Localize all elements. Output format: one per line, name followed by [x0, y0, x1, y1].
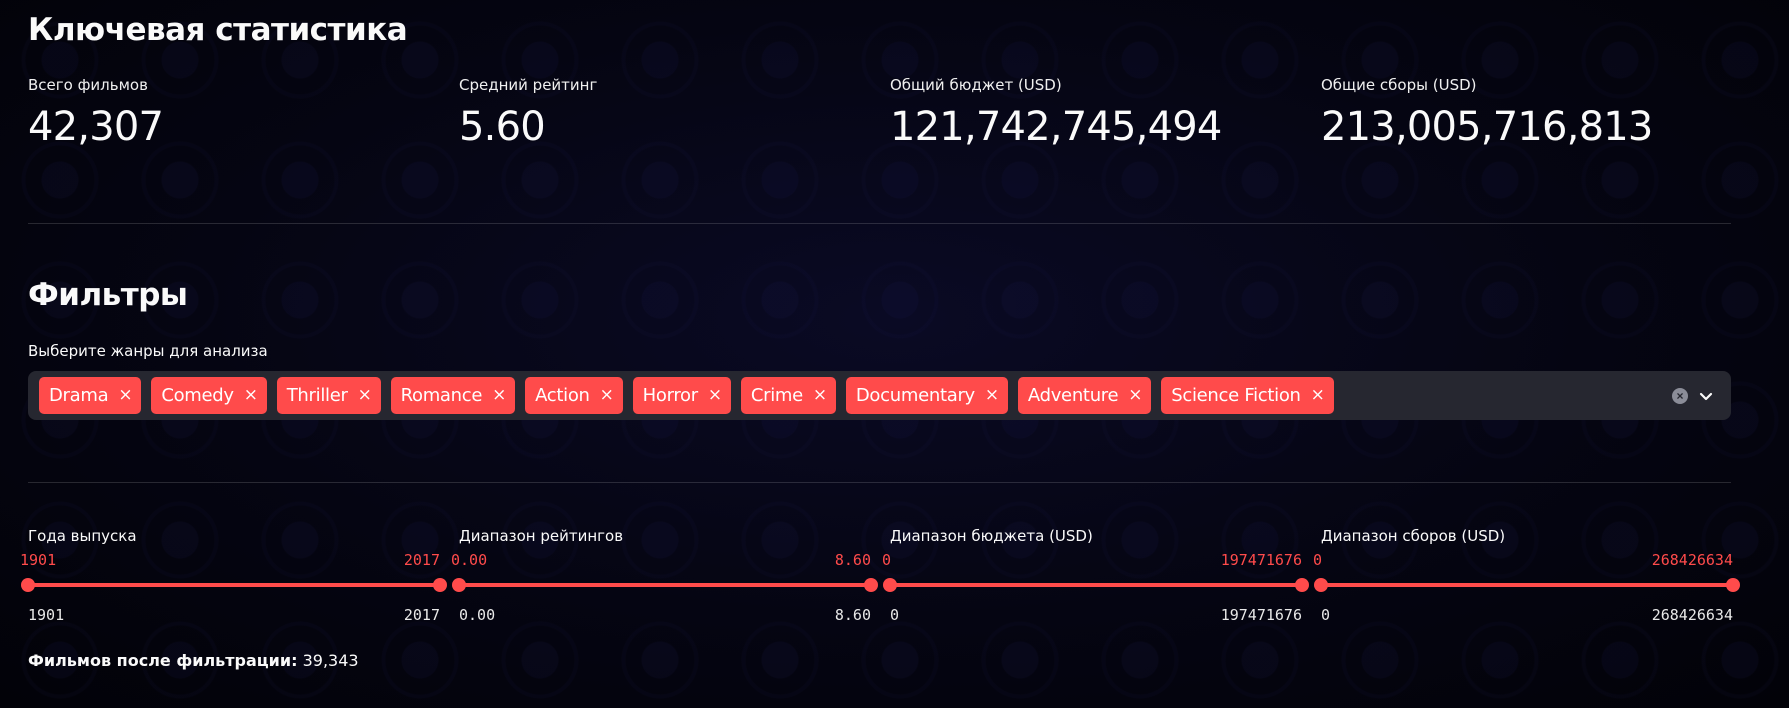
metric-average-rating: Средний рейтинг 5.60 [459, 76, 890, 149]
slider-max-label: 8.60 [834, 606, 871, 624]
genre-chip-label: Documentary [855, 385, 975, 406]
remove-chip-icon[interactable]: × [243, 385, 258, 405]
chevron-down-icon[interactable] [1698, 388, 1714, 404]
remove-chip-icon[interactable]: × [707, 385, 722, 405]
multiselect-controls: × [1672, 387, 1714, 404]
genre-chip: Action × [525, 377, 623, 414]
metric-value: 213,005,716,813 [1321, 104, 1653, 150]
slider-low-value: 1901 [20, 551, 57, 569]
metric-label: Общий бюджет (USD) [890, 76, 1062, 94]
genre-chip: Drama × [39, 377, 142, 414]
genre-chip: Romance × [390, 377, 516, 414]
year-range-slider: Года выпуска 1901 2017 1901 2017 [20, 527, 459, 637]
slider-high-value: 268426634 [1651, 551, 1733, 569]
slider-control: 0 197471676 0 197471676 [882, 551, 1309, 624]
slider-high-value: 2017 [403, 551, 440, 569]
genre-chip-label: Action [535, 385, 590, 406]
slider-max-label: 197471676 [1220, 606, 1302, 624]
slider-low-handle[interactable] [883, 578, 897, 592]
slider-high-value: 197471676 [1220, 551, 1302, 569]
genre-chip-label: Crime [750, 385, 803, 406]
genre-chip: Comedy × [151, 377, 267, 414]
slider-high-handle[interactable] [1726, 578, 1740, 592]
remove-chip-icon[interactable]: × [812, 385, 827, 405]
genre-chip-label: Horror [642, 385, 699, 406]
metric-label: Всего фильмов [28, 76, 148, 94]
genre-select-label: Выберите жанры для анализа [28, 342, 268, 360]
section-divider [28, 223, 1731, 224]
metric-value: 121,742,745,494 [890, 104, 1222, 150]
genre-chip: Horror × [632, 377, 731, 414]
slider-min-label: 1901 [28, 606, 65, 624]
metric-value: 5.60 [459, 104, 546, 150]
budget-range-slider: Диапазон бюджета (USD) 0 197471676 0 197… [882, 527, 1321, 637]
slider-low-handle[interactable] [452, 578, 466, 592]
slider-high-value: 8.60 [834, 551, 871, 569]
metric-label: Средний рейтинг [459, 76, 598, 94]
remove-chip-icon[interactable]: × [1310, 385, 1325, 405]
metric-value: 42,307 [28, 104, 164, 150]
slider-track[interactable] [1321, 583, 1733, 587]
slider-track[interactable] [28, 583, 440, 587]
remove-chip-icon[interactable]: × [1128, 385, 1143, 405]
section-divider [28, 482, 1731, 483]
slider-track[interactable] [890, 583, 1302, 587]
slider-min-label: 0 [1321, 606, 1331, 624]
slider-low-handle[interactable] [1314, 578, 1328, 592]
slider-high-handle[interactable] [864, 578, 878, 592]
metric-total-movies: Всего фильмов 42,307 [28, 76, 459, 149]
filtered-count-label: Фильмов после фильтрации: [28, 651, 298, 670]
filtered-count-value: 39,343 [302, 651, 359, 670]
genre-chips: Drama × Comedy × Thriller × Romance × Ac… [39, 377, 1672, 414]
slider-max-label: 268426634 [1651, 606, 1733, 624]
metric-label: Общие сборы (USD) [1321, 76, 1477, 94]
metrics-row: Всего фильмов 42,307 Средний рейтинг 5.6… [28, 76, 1759, 149]
slider-label: Диапазон бюджета (USD) [890, 527, 1093, 545]
genre-chip-label: Comedy [161, 385, 234, 406]
remove-chip-icon[interactable]: × [357, 385, 372, 405]
slider-min-label: 0 [890, 606, 900, 624]
slider-label: Года выпуска [28, 527, 137, 545]
genre-chip: Adventure × [1017, 377, 1152, 414]
slider-control: 1901 2017 1901 2017 [20, 551, 447, 624]
genre-chip: Crime × [740, 377, 836, 414]
metric-total-revenue: Общие сборы (USD) 213,005,716,813 [1321, 76, 1752, 149]
genre-chip-label: Adventure [1027, 385, 1119, 406]
rating-range-slider: Диапазон рейтингов 0.00 8.60 0.00 8.60 [451, 527, 890, 637]
filters-heading: Фильтры [28, 277, 188, 313]
slider-max-label: 2017 [403, 606, 440, 624]
genre-chip-label: Thriller [286, 385, 348, 406]
slider-low-value: 0 [1313, 551, 1323, 569]
slider-track[interactable] [459, 583, 871, 587]
remove-chip-icon[interactable]: × [984, 385, 999, 405]
slider-min-label: 0.00 [459, 606, 496, 624]
metric-total-budget: Общий бюджет (USD) 121,742,745,494 [890, 76, 1321, 149]
remove-chip-icon[interactable]: × [599, 385, 614, 405]
remove-chip-icon[interactable]: × [118, 385, 133, 405]
slider-control: 0.00 8.60 0.00 8.60 [451, 551, 878, 624]
genre-chip-label: Science Fiction [1171, 385, 1301, 406]
genre-chip: Science Fiction × [1161, 377, 1334, 414]
range-sliders-row: Года выпуска 1901 2017 1901 2017 Диапазо… [20, 527, 1759, 637]
filtered-count: Фильмов после фильтрации: 39,343 [28, 651, 359, 670]
genre-chip-label: Drama [49, 385, 109, 406]
slider-low-value: 0.00 [451, 551, 488, 569]
slider-low-value: 0 [882, 551, 892, 569]
slider-label: Диапазон рейтингов [459, 527, 624, 545]
slider-high-handle[interactable] [433, 578, 447, 592]
revenue-range-slider: Диапазон сборов (USD) 0 268426634 0 2684… [1313, 527, 1752, 637]
clear-icon[interactable]: × [1672, 387, 1688, 404]
genre-multiselect[interactable]: Drama × Comedy × Thriller × Romance × Ac… [28, 371, 1731, 420]
genre-chip: Thriller × [276, 377, 381, 414]
slider-control: 0 268426634 0 268426634 [1313, 551, 1740, 624]
remove-chip-icon[interactable]: × [492, 385, 507, 405]
slider-low-handle[interactable] [21, 578, 35, 592]
genre-chip: Documentary × [845, 377, 1008, 414]
stats-heading: Ключевая статистика [28, 12, 408, 48]
genre-chip-label: Romance [400, 385, 483, 406]
slider-label: Диапазон сборов (USD) [1321, 527, 1506, 545]
slider-high-handle[interactable] [1295, 578, 1309, 592]
